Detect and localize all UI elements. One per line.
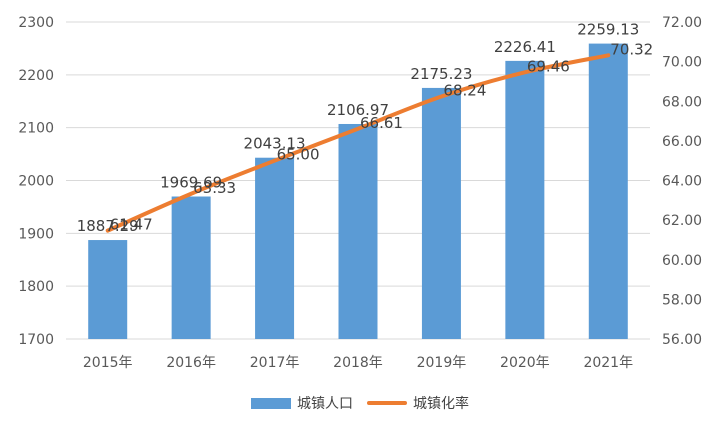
line-data-label: 61.47 (110, 216, 153, 234)
line-data-label: 65.00 (277, 146, 320, 164)
left-axis-tick-label: 1700 (18, 332, 54, 348)
bar-data-label: 2259.13 (577, 21, 639, 39)
right-axis-tick-label: 56.00 (662, 332, 702, 348)
left-axis-tick-label: 1800 (18, 279, 54, 295)
bar-data-label: 2226.41 (494, 38, 556, 56)
right-axis-tick-label: 72.00 (662, 15, 702, 31)
legend: 城镇人口 城镇化率 (0, 388, 720, 418)
line-data-label: 68.24 (443, 81, 486, 99)
series-line (105, 53, 611, 233)
line-data-label: 63.33 (193, 179, 236, 197)
bar-data-label: 2043.13 (244, 135, 306, 153)
right-axis-tick-label: 70.00 (662, 55, 702, 71)
bar-data-label: 1887.29 (77, 217, 139, 235)
x-axis-tick-label: 2021年 (583, 355, 633, 371)
line-data-label: 66.61 (360, 114, 403, 132)
line-data-label: 70.32 (610, 40, 653, 58)
x-axis: 2015年 2016年 2017年 2018年 2019年 2020年 2021年 (83, 355, 633, 371)
bar-data-label: 2106.97 (327, 101, 389, 119)
line-data-label: 69.46 (527, 57, 570, 75)
bar-data-label: 2175.23 (410, 65, 472, 83)
legend-label-line: 城镇化率 (413, 396, 469, 412)
right-axis-tick-label: 62.00 (662, 213, 702, 229)
bar (171, 196, 211, 339)
left-axis-tick-label: 2100 (18, 121, 54, 137)
bar-data-label: 1969.69 (160, 174, 222, 192)
x-axis-tick-label: 2020年 (500, 355, 550, 371)
legend-swatch-line (367, 401, 407, 405)
line-series (105, 53, 611, 233)
bar (88, 240, 128, 339)
bar-data-labels: 1887.29 1969.69 2043.13 2106.97 2175.23 2226.… (77, 21, 640, 235)
right-axis-tick-label: 68.00 (662, 94, 702, 110)
x-axis-tick-label: 2018年 (333, 355, 383, 371)
bar-series (88, 43, 628, 339)
x-axis-tick-label: 2015年 (83, 355, 133, 371)
legend-item-line: 城镇化率 (367, 393, 469, 413)
right-axis-tick-label: 60.00 (662, 253, 702, 269)
right-axis-tick-label: 64.00 (662, 174, 702, 190)
x-axis-tick-label: 2016年 (166, 355, 216, 371)
bar (588, 43, 628, 339)
left-axis-tick-label: 1900 (18, 226, 54, 242)
x-axis-tick-label: 2019年 (417, 355, 467, 371)
legend-item-bar: 城镇人口 (251, 393, 353, 413)
x-axis-tick-label: 2017年 (250, 355, 300, 371)
bar (338, 123, 378, 339)
bar (255, 157, 295, 339)
right-axis-tick-label: 66.00 (662, 134, 702, 150)
right-axis: 56.00 58.00 60.00 62.00 64.00 66.00 68.00 70.00… (662, 15, 702, 348)
left-axis-tick-label: 2300 (18, 15, 54, 31)
left-axis: 1700 1800 1900 2000 2100 2200 2300 (18, 15, 54, 348)
right-axis-tick-label: 58.00 (662, 292, 702, 308)
legend-label-bar: 城镇人口 (297, 396, 353, 412)
bar (421, 87, 461, 339)
legend-swatch-bar (251, 397, 291, 409)
left-axis-tick-label: 2200 (18, 68, 54, 84)
left-axis-tick-label: 2000 (18, 174, 54, 190)
bar (505, 60, 545, 339)
line-data-labels: 61.47 63.33 65.00 66.61 68.24 69.46 70.32 (110, 40, 654, 233)
